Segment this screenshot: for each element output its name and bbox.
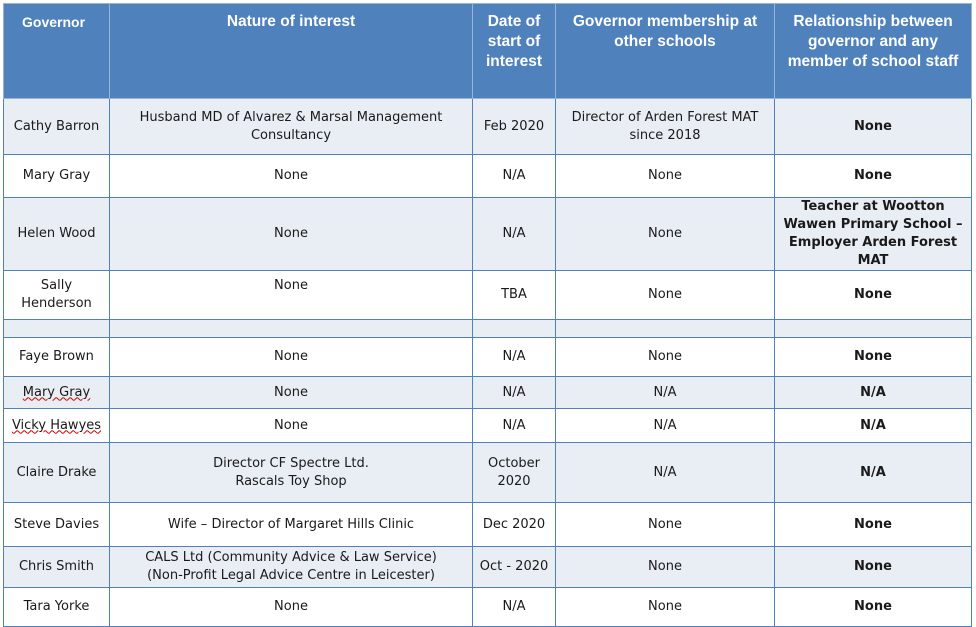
start-date: N/A [472,154,556,198]
start-date: N/A [472,376,556,409]
start-date: Oct - 2020 [472,546,556,588]
other-school-membership: None [555,197,775,271]
staff-relationship: None [774,502,972,547]
nature-of-interest: None [109,337,473,377]
nature-of-interest: Husband MD of Alvarez & Marsal Managemen… [109,98,473,155]
governor-name: Sally Henderson [3,270,110,320]
nature-of-interest: None [109,408,473,443]
nature-of-interest: CALS Ltd (Community Advice & Law Service… [109,546,473,588]
nature-of-interest: None [109,154,473,198]
table-row: Mary Gray None N/A None None [3,154,972,198]
other-school-membership: Director of Arden Forest MAT since 2018 [555,98,775,155]
staff-relationship: N/A [774,376,972,409]
governor-name: Steve Davies [3,502,110,547]
nature-of-interest: None [109,270,473,320]
staff-relationship: None [774,98,972,155]
governor-name: Claire Drake [3,442,110,503]
start-date: October 2020 [472,442,556,503]
staff-relationship [774,319,972,338]
staff-relationship: None [774,154,972,198]
table-row: Sally Henderson None TBA None None [3,270,972,320]
table-row: Faye Brown None N/A None None [3,337,972,377]
staff-relationship: N/A [774,408,972,443]
table-row: Cathy Barron Husband MD of Alvarez & Mar… [3,98,972,155]
table-row: Chris Smith CALS Ltd (Community Advice &… [3,546,972,588]
nature-of-interest: None [109,376,473,409]
table-row: Steve Davies Wife – Director of Margaret… [3,502,972,547]
governor-interests-document: Governor Nature of interest Date of star… [3,3,972,627]
staff-relationship: None [774,587,972,627]
table-row: Mary Gray None N/A N/A N/A [3,376,972,409]
table-row: Tara Yorke None N/A None None [3,587,972,627]
nature-of-interest: Wife – Director of Margaret Hills Clinic [109,502,473,547]
table-row: Helen Wood None N/A None Teacher at Woot… [3,197,972,271]
staff-relationship: None [774,337,972,377]
nature-of-interest: Director CF Spectre Ltd. Rascals Toy Sho… [109,442,473,503]
other-school-membership: None [555,154,775,198]
table-row-empty [3,319,972,338]
start-date: N/A [472,587,556,627]
start-date: Dec 2020 [472,502,556,547]
header-nature-of-interest: Nature of interest [109,3,473,99]
other-school-membership: None [555,337,775,377]
start-date: N/A [472,197,556,271]
header-date-of-start: Date of start of interest [472,3,556,99]
governor-name: Chris Smith [3,546,110,588]
header-staff-relationship: Relationship between governor and any me… [774,3,972,99]
other-school-membership: None [555,502,775,547]
start-date: N/A [472,408,556,443]
other-school-membership: N/A [555,408,775,443]
register-of-interests-table: Governor Nature of interest Date of star… [3,3,972,627]
governor-name: Cathy Barron [3,98,110,155]
governor-name: Vicky Hawyes [3,408,110,443]
header-other-school-membership: Governor membership at other schools [555,3,775,99]
other-school-membership: None [555,270,775,320]
governor-name: Mary Gray [3,376,110,409]
governor-name: Faye Brown [3,337,110,377]
start-date: N/A [472,337,556,377]
start-date: TBA [472,270,556,320]
other-school-membership: N/A [555,442,775,503]
nature-of-interest: None [109,197,473,271]
governor-name: Tara Yorke [3,587,110,627]
governor-name: Mary Gray [3,154,110,198]
staff-relationship: N/A [774,442,972,503]
nature-of-interest: None [109,587,473,627]
governor-name-text: Vicky Hawyes [11,417,102,433]
other-school-membership: None [555,546,775,588]
staff-relationship: Teacher at Wootton Wawen Primary School … [774,197,972,271]
header-governor: Governor [3,3,110,99]
other-school-membership [555,319,775,338]
other-school-membership: N/A [555,376,775,409]
governor-name: Helen Wood [3,197,110,271]
header-row: Governor Nature of interest Date of star… [3,3,972,99]
staff-relationship: None [774,546,972,588]
other-school-membership: None [555,587,775,627]
governor-name [3,319,110,338]
start-date [472,319,556,338]
nature-of-interest [109,319,473,338]
governor-name-text: Mary Gray [22,384,91,400]
staff-relationship: None [774,270,972,320]
table-row: Claire Drake Director CF Spectre Ltd. Ra… [3,442,972,503]
table-row: Vicky Hawyes None N/A N/A N/A [3,408,972,443]
start-date: Feb 2020 [472,98,556,155]
